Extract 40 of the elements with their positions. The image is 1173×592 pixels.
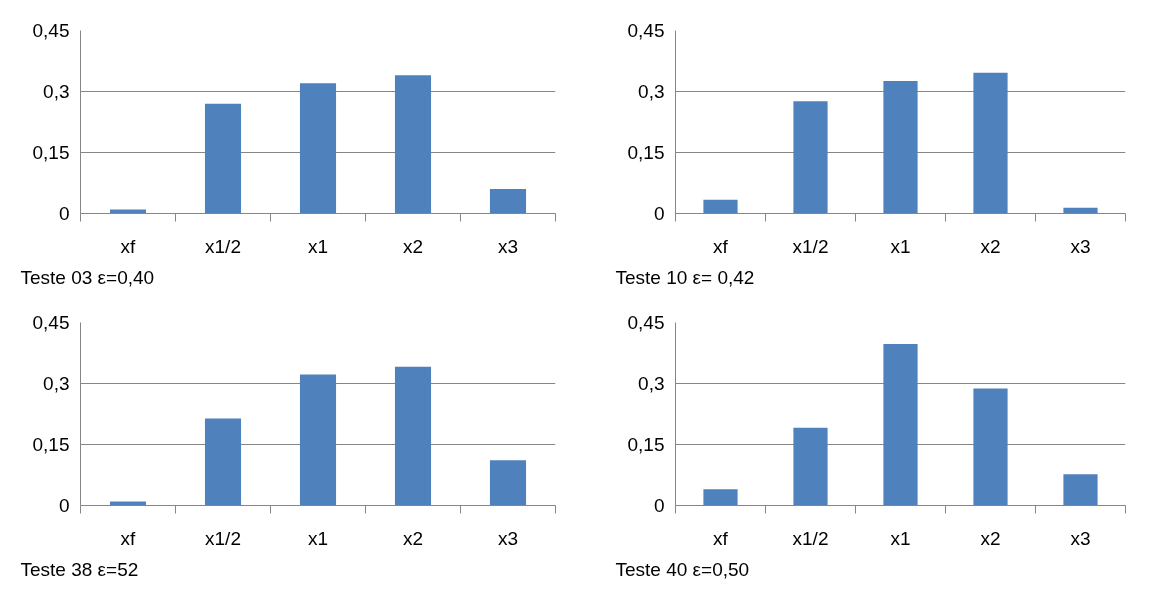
x-tick-label: x1 xyxy=(307,235,329,257)
x-tick-label: x3 xyxy=(1070,235,1091,257)
y-tick-label: 0,15 xyxy=(32,142,70,163)
y-tick-label: 0 xyxy=(653,203,665,224)
x-tick-label: x1/2 xyxy=(792,235,829,257)
x-tick-label: xf xyxy=(120,235,137,257)
x-tick-label: x3 xyxy=(1070,527,1091,549)
y-tick-label: 0,15 xyxy=(32,434,70,455)
x-tick-label: x1/2 xyxy=(205,527,241,549)
text: Teste 40 ε=0,50 xyxy=(615,558,750,580)
x-tick-label: x1 xyxy=(307,527,329,549)
x-tick-label: xf xyxy=(120,527,137,549)
x-tick-label: x3 xyxy=(497,527,519,549)
x-tick-label: x2 xyxy=(980,235,1001,257)
x-tick-label: x2 xyxy=(980,527,1001,549)
y-tick-label: 0,45 xyxy=(32,312,70,333)
y-tick-label: 0,15 xyxy=(627,434,665,455)
y-tick-label: 0,45 xyxy=(32,20,70,41)
x-tick-label: x2 xyxy=(402,527,424,549)
x-tick-label: x1 xyxy=(890,527,911,549)
y-tick-label: 0,45 xyxy=(627,312,665,333)
x-tick-label: x1/2 xyxy=(792,527,829,549)
y-tick-label: 0,3 xyxy=(43,81,70,102)
y-tick-label: 0,3 xyxy=(638,373,665,394)
text: Teste 10 ε= 0,42 xyxy=(615,266,755,288)
y-tick-label: 0,3 xyxy=(43,373,70,394)
x-tick-label: x3 xyxy=(497,235,519,257)
y-tick-label: 0 xyxy=(653,495,665,516)
text: Teste 03 ε=0,40 xyxy=(20,266,155,288)
y-tick-label: 0 xyxy=(58,495,70,516)
y-tick-label: 0,45 xyxy=(627,20,665,41)
text: Teste 38 ε=52 xyxy=(20,558,139,580)
x-tick-label: x1 xyxy=(890,235,911,257)
y-tick-label: 0 xyxy=(58,203,70,224)
x-tick-label: x2 xyxy=(402,235,424,257)
x-tick-label: x1/2 xyxy=(205,235,241,257)
x-tick-label: xf xyxy=(713,527,729,549)
x-tick-label: xf xyxy=(713,235,729,257)
y-tick-label: 0,3 xyxy=(638,81,665,102)
y-tick-label: 0,15 xyxy=(627,142,665,163)
